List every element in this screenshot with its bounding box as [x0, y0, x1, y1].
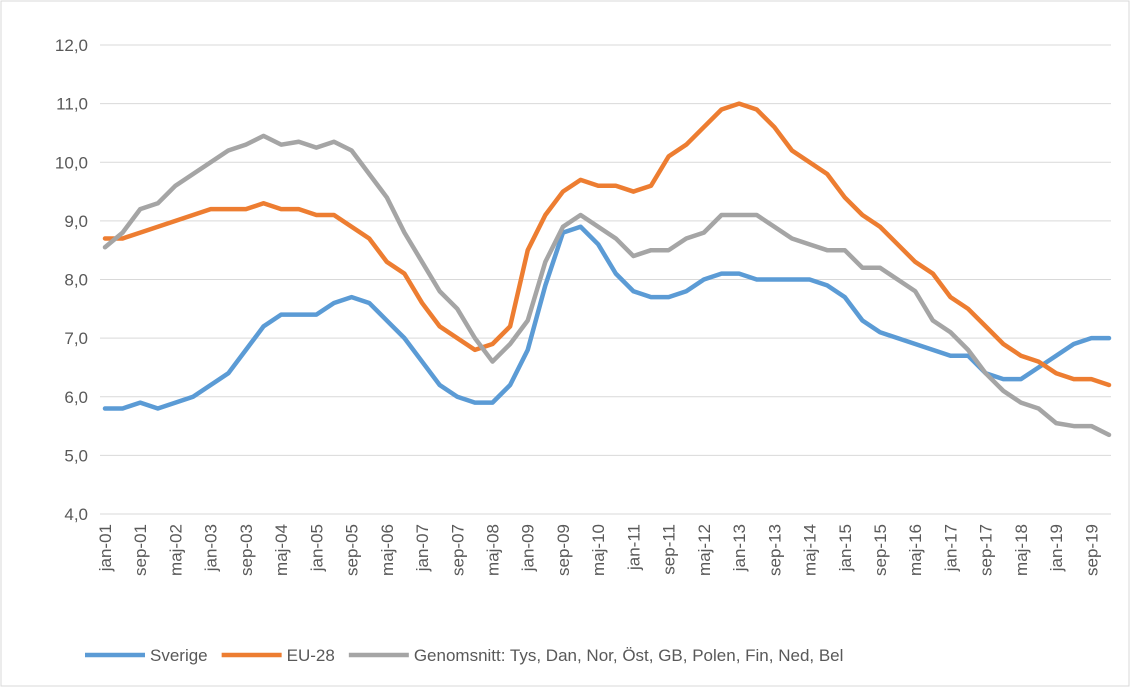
x-tick-label: jan-19 — [1047, 524, 1066, 572]
x-tick-label: jan-17 — [941, 524, 960, 572]
x-tick-label: sep-11 — [660, 524, 679, 575]
line-series — [102, 133, 1112, 438]
line-series — [102, 224, 1112, 411]
x-tick-label: jan-01 — [96, 524, 115, 572]
x-tick-label: maj-04 — [272, 524, 291, 576]
legend-label: Sverige — [150, 646, 208, 665]
y-tick-label: 6,0 — [64, 388, 88, 407]
y-tick-label: 11,0 — [56, 95, 88, 114]
x-tick-label: maj-08 — [484, 524, 503, 576]
x-tick-label: sep-07 — [448, 524, 467, 576]
x-tick-label: jan-15 — [836, 524, 855, 572]
x-tick-label: sep-19 — [1082, 524, 1101, 576]
x-tick-label: maj-16 — [906, 524, 925, 576]
x-tick-label: maj-02 — [166, 524, 185, 576]
y-tick-label: 5,0 — [64, 446, 88, 465]
x-tick-label: maj-12 — [695, 524, 714, 576]
x-tick-label: sep-05 — [343, 524, 362, 576]
x-tick-label: maj-10 — [589, 524, 608, 576]
x-tick-label: maj-06 — [378, 524, 397, 576]
x-tick-label: maj-14 — [801, 524, 820, 576]
x-tick-label: jan-09 — [519, 524, 538, 572]
x-tick-label: sep-09 — [554, 524, 573, 576]
x-tick-label: jan-11 — [624, 524, 643, 571]
y-tick-label: 9,0 — [64, 212, 88, 231]
y-tick-label: 12,0 — [55, 36, 88, 55]
x-tick-label: maj-18 — [1012, 524, 1031, 576]
y-tick-label: 8,0 — [64, 271, 88, 290]
x-tick-label: sep-17 — [977, 524, 996, 576]
x-tick-label: sep-01 — [131, 524, 150, 576]
x-tick-label: sep-13 — [765, 524, 784, 576]
line-series — [102, 101, 1112, 388]
x-tick-label: jan-13 — [730, 524, 749, 572]
x-tick-label: sep-03 — [237, 524, 256, 576]
x-tick-label: jan-03 — [202, 524, 221, 572]
y-tick-label: 7,0 — [64, 329, 88, 348]
y-tick-label: 10,0 — [55, 153, 88, 172]
legend-label: Genomsnitt: Tys, Dan, Nor, Öst, GB, Pole… — [414, 646, 844, 665]
legend-label: EU-28 — [287, 646, 335, 665]
x-tick-label: sep-15 — [871, 524, 890, 576]
x-tick-label: jan-07 — [413, 524, 432, 572]
y-tick-label: 4,0 — [64, 505, 88, 524]
x-tick-label: jan-05 — [307, 524, 326, 572]
